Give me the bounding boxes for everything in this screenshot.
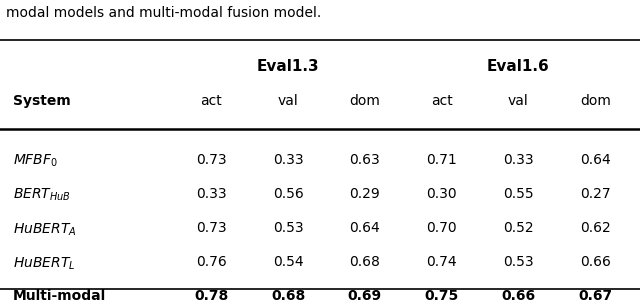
Text: 0.29: 0.29 — [349, 187, 380, 201]
Text: 0.69: 0.69 — [348, 289, 382, 303]
Text: 0.62: 0.62 — [580, 221, 611, 235]
Text: 0.30: 0.30 — [426, 187, 457, 201]
Text: 0.68: 0.68 — [349, 255, 380, 269]
Text: 0.70: 0.70 — [426, 221, 457, 235]
Text: 0.55: 0.55 — [503, 187, 534, 201]
Text: 0.74: 0.74 — [426, 255, 457, 269]
Text: 0.27: 0.27 — [580, 187, 611, 201]
Text: 0.68: 0.68 — [271, 289, 305, 303]
Text: 0.67: 0.67 — [578, 289, 612, 303]
Text: 0.73: 0.73 — [196, 221, 227, 235]
Text: 0.53: 0.53 — [503, 255, 534, 269]
Text: 0.64: 0.64 — [349, 221, 380, 235]
Text: Multi-modal: Multi-modal — [13, 289, 106, 303]
Text: val: val — [508, 94, 529, 108]
Text: modal models and multi-modal fusion model.: modal models and multi-modal fusion mode… — [6, 6, 322, 20]
Text: 0.33: 0.33 — [273, 153, 303, 167]
Text: 0.71: 0.71 — [426, 153, 457, 167]
Text: 0.66: 0.66 — [501, 289, 536, 303]
Text: $HuBERT_A$: $HuBERT_A$ — [13, 221, 76, 238]
Text: 0.78: 0.78 — [194, 289, 228, 303]
Text: $MFBF_0$: $MFBF_0$ — [13, 153, 58, 169]
Text: 0.54: 0.54 — [273, 255, 303, 269]
Text: 0.76: 0.76 — [196, 255, 227, 269]
Text: 0.33: 0.33 — [196, 187, 227, 201]
Text: 0.75: 0.75 — [424, 289, 459, 303]
Text: System: System — [13, 94, 70, 108]
Text: $HuBERT_L$: $HuBERT_L$ — [13, 255, 76, 272]
Text: 0.64: 0.64 — [580, 153, 611, 167]
Text: val: val — [278, 94, 298, 108]
Text: $BERT_{HuB}$: $BERT_{HuB}$ — [13, 187, 71, 203]
Text: act: act — [431, 94, 452, 108]
Text: 0.53: 0.53 — [273, 221, 303, 235]
Text: Eval1.6: Eval1.6 — [487, 59, 550, 74]
Text: Eval1.3: Eval1.3 — [257, 59, 319, 74]
Text: act: act — [200, 94, 222, 108]
Text: dom: dom — [580, 94, 611, 108]
Text: 0.73: 0.73 — [196, 153, 227, 167]
Text: dom: dom — [349, 94, 380, 108]
Text: 0.33: 0.33 — [503, 153, 534, 167]
Text: 0.66: 0.66 — [580, 255, 611, 269]
Text: 0.63: 0.63 — [349, 153, 380, 167]
Text: 0.52: 0.52 — [503, 221, 534, 235]
Text: 0.56: 0.56 — [273, 187, 303, 201]
